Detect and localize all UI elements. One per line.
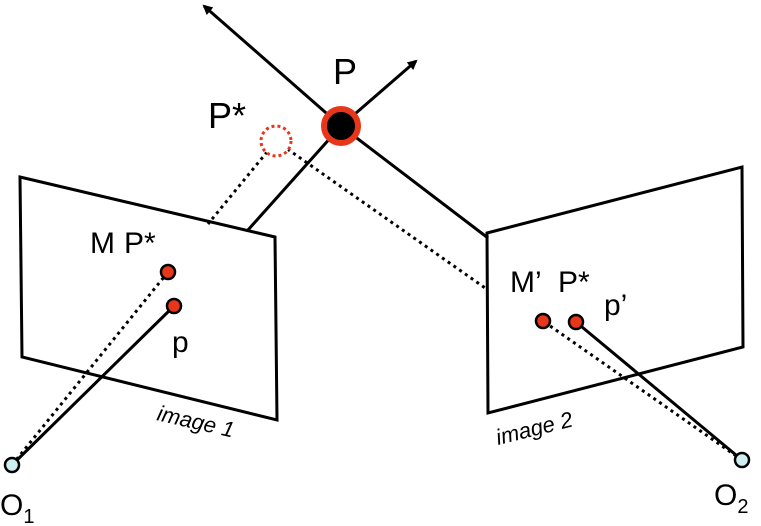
point-Mprime-image2 xyxy=(534,312,552,330)
label-O2-sub: 2 xyxy=(737,496,748,518)
point-pprime-image2 xyxy=(567,313,585,331)
label-p: p xyxy=(172,326,189,359)
ray-p-to-P-upper xyxy=(246,125,343,231)
label-M: M xyxy=(90,227,115,260)
point-Pstar-image1 xyxy=(159,263,177,281)
label-P-star-image1: P* xyxy=(124,227,156,260)
dotted-ray-Pstar-image2 xyxy=(275,139,489,292)
solid-ray-O2-pprime xyxy=(575,320,743,462)
label-P-star-top: P* xyxy=(208,95,246,136)
point-P xyxy=(321,106,361,146)
label-O1: O1 xyxy=(0,489,34,526)
label-O1-main: O xyxy=(0,489,23,522)
label-P: P xyxy=(333,51,357,92)
image-plane-2 xyxy=(485,165,745,415)
label-image-2: image 2 xyxy=(493,407,575,450)
arrow-up-left xyxy=(202,4,342,128)
label-P-star-image2: P* xyxy=(558,266,590,299)
label-O2: O2 xyxy=(714,479,748,518)
label-O2-main: O xyxy=(714,479,737,512)
ray-P-to-image2 xyxy=(340,124,489,240)
camera-center-O2 xyxy=(733,451,751,469)
solid-ray-O1-p xyxy=(10,304,176,467)
camera-center-O1 xyxy=(3,456,21,474)
label-O1-sub: 1 xyxy=(23,506,34,526)
label-M-prime: M’ xyxy=(510,266,542,299)
point-P-star-ghost xyxy=(259,124,293,158)
image-plane-1 xyxy=(18,175,279,422)
label-p-prime: p’ xyxy=(604,289,627,322)
point-p-image1 xyxy=(165,297,183,315)
dotted-ray-O2-Mprime xyxy=(542,319,743,462)
